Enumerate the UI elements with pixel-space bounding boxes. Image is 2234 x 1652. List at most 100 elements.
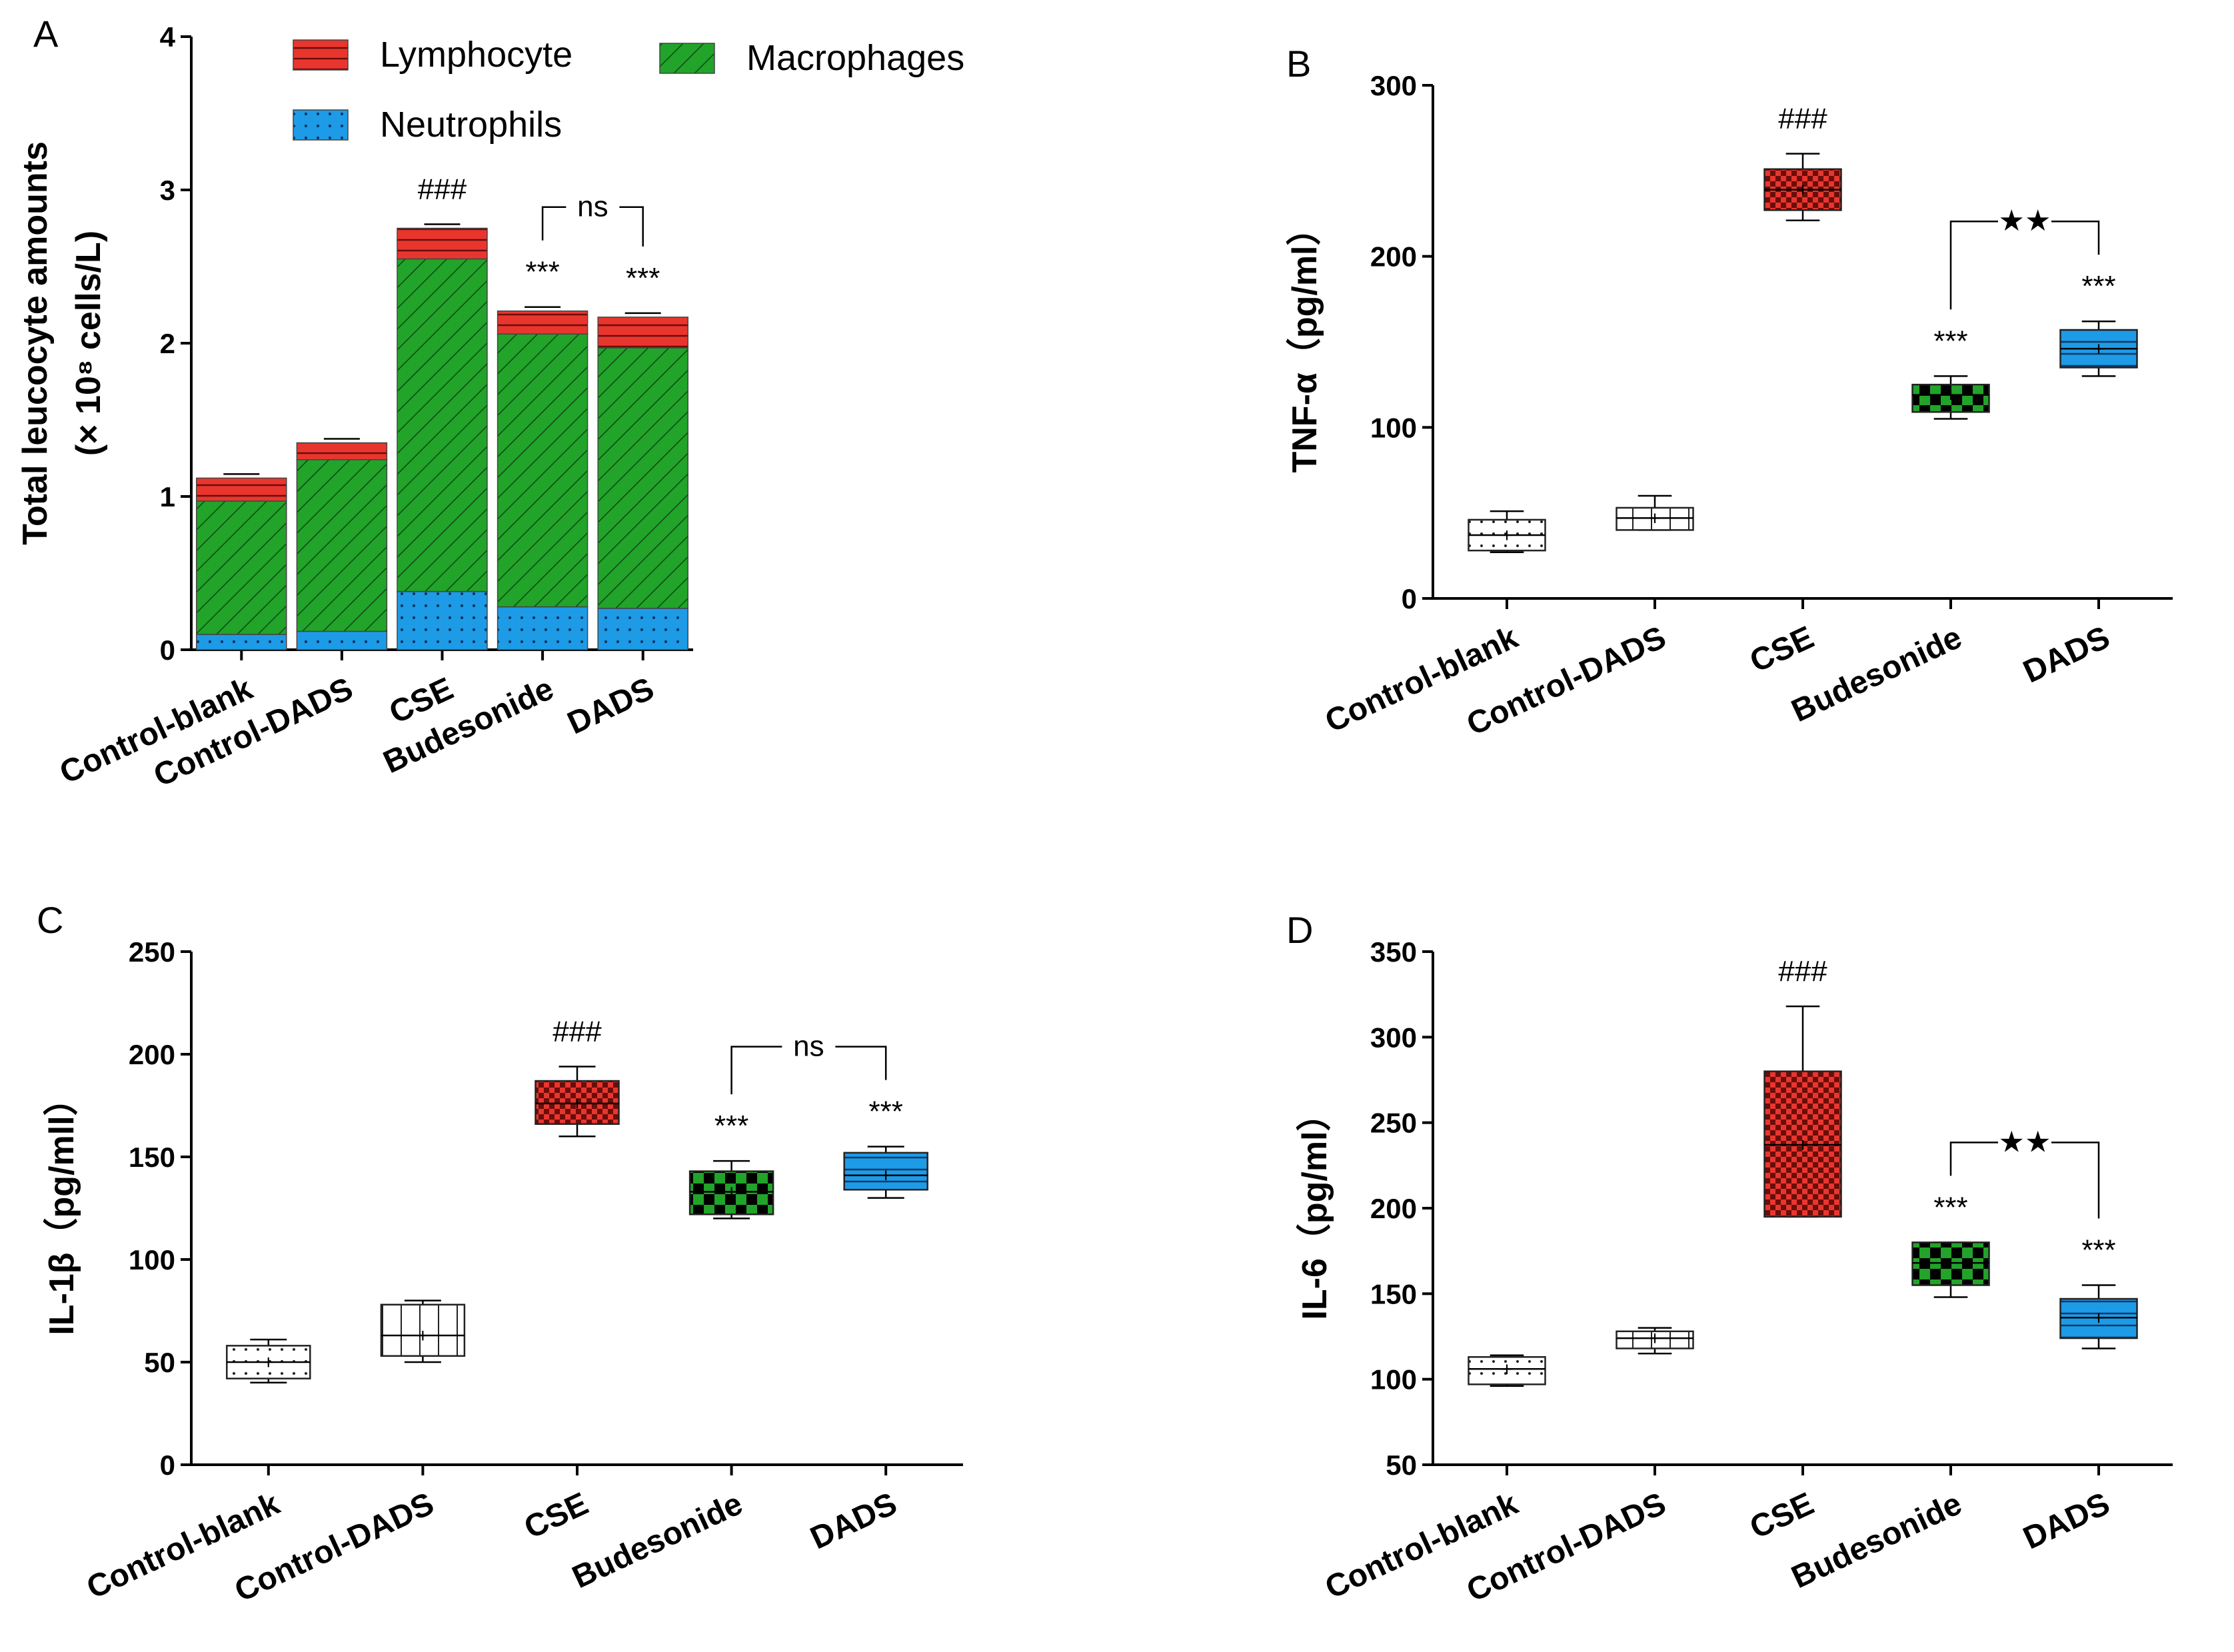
mean-marker: + bbox=[1797, 1134, 1809, 1156]
box bbox=[843, 1152, 928, 1191]
x-tick-label: Budesonide bbox=[1786, 1486, 1967, 1595]
bar-macrophages bbox=[597, 347, 688, 609]
significance-label: *** bbox=[2081, 270, 2115, 303]
mean-marker: + bbox=[2093, 1307, 2105, 1329]
significance-label: ### bbox=[553, 1015, 602, 1048]
significance-label: *** bbox=[869, 1096, 903, 1128]
panel-label: D bbox=[1286, 909, 1313, 951]
significance-label: *** bbox=[1933, 325, 1967, 357]
comparison-bracket: ★★ bbox=[1949, 1126, 2100, 1219]
bracket-label: ns bbox=[793, 1030, 824, 1063]
x-tick-label: DADS bbox=[805, 1486, 902, 1557]
comparison-bracket: ns bbox=[730, 1030, 887, 1095]
bar-neutrophils bbox=[397, 590, 488, 650]
y-axis-title: Total leucocyte amounts bbox=[16, 141, 55, 545]
box bbox=[1468, 1356, 1546, 1385]
y-tick-label: 100 bbox=[129, 1244, 175, 1275]
box bbox=[1911, 1241, 1990, 1286]
bar-macrophages bbox=[296, 459, 388, 632]
y-tick-label: 300 bbox=[1370, 70, 1417, 101]
y-tick-label: 50 bbox=[1386, 1449, 1417, 1481]
bar-macrophages bbox=[497, 333, 588, 608]
mean-marker: + bbox=[1797, 179, 1809, 201]
panel-label: C bbox=[37, 899, 63, 941]
x-tick-label: Budesonide bbox=[567, 1486, 748, 1595]
legend: Lymphocyte Macrophages Neutrophils bbox=[293, 35, 964, 145]
y-tick-label: 50 bbox=[144, 1347, 175, 1378]
y-tick-label: 100 bbox=[1370, 412, 1417, 443]
legend-swatch bbox=[659, 43, 715, 74]
bracket-label-bg bbox=[1998, 205, 2051, 239]
mean-marker: + bbox=[571, 1093, 583, 1115]
box bbox=[688, 1170, 774, 1216]
y-tick-label: 2 bbox=[160, 328, 175, 359]
y-axis-title: IL-6（pg/ml） bbox=[1296, 1096, 1334, 1319]
y-tick-label: 200 bbox=[1370, 1193, 1417, 1224]
legend-label: Lymphocyte bbox=[380, 35, 572, 75]
bracket-label-bg bbox=[1998, 1126, 2051, 1160]
legend-swatch bbox=[293, 109, 349, 141]
box bbox=[380, 1303, 466, 1357]
panel-d: D50100150200250300350Control-blankContro… bbox=[1286, 909, 2173, 1609]
mean-marker: + bbox=[1649, 1327, 1661, 1349]
mean-marker: + bbox=[417, 1325, 429, 1347]
significance-label: *** bbox=[2081, 1234, 2115, 1267]
significance-label: ### bbox=[1778, 955, 1827, 988]
y-tick-label: 200 bbox=[129, 1039, 175, 1070]
bracket-label: ★★ bbox=[1999, 205, 2051, 237]
y-tick-label: 3 bbox=[160, 175, 175, 206]
y-tick-label: 150 bbox=[1370, 1278, 1417, 1309]
significance-label: *** bbox=[525, 256, 559, 289]
x-tick-label: CSE bbox=[1745, 1486, 1819, 1546]
x-tick-label: Budesonide bbox=[1786, 620, 1967, 729]
panel-label: B bbox=[1286, 43, 1311, 85]
significance-label: *** bbox=[626, 262, 660, 295]
box bbox=[1616, 506, 1694, 531]
bracket-label: ns bbox=[577, 191, 608, 223]
box bbox=[1911, 383, 1990, 413]
y-tick-label: 150 bbox=[129, 1142, 175, 1173]
bracket-label-bg bbox=[566, 190, 620, 224]
legend-swatch bbox=[293, 39, 349, 71]
legend-label: Macrophages bbox=[746, 38, 964, 78]
comparison-bracket: ns bbox=[541, 190, 644, 247]
box bbox=[2059, 1297, 2138, 1339]
x-tick-label: CSE bbox=[1745, 620, 1819, 680]
bar-lymphocyte bbox=[397, 227, 488, 260]
panel-c: C050100150200250Control-blankControl-DAD… bbox=[37, 899, 963, 1609]
bar-neutrophils bbox=[497, 606, 588, 650]
bar-lymphocyte bbox=[296, 442, 388, 460]
panel-label: A bbox=[33, 13, 59, 55]
x-tick-label: DADS bbox=[2018, 1486, 2115, 1557]
mean-marker: + bbox=[880, 1165, 892, 1187]
y-tick-label: 250 bbox=[1370, 1108, 1417, 1139]
bar-neutrophils bbox=[597, 608, 688, 650]
y-tick-label: 300 bbox=[1370, 1022, 1417, 1053]
y-tick-label: 4 bbox=[160, 21, 176, 53]
mean-marker: + bbox=[2093, 338, 2105, 360]
y-tick-label: 250 bbox=[129, 936, 175, 968]
bar-neutrophils bbox=[296, 630, 388, 650]
bar-neutrophils bbox=[196, 634, 287, 650]
mean-marker: + bbox=[1501, 1358, 1513, 1380]
x-tick-label: DADS bbox=[2018, 620, 2115, 690]
y-axis-title: TNF-α（pg/ml） bbox=[1286, 211, 1324, 472]
box bbox=[1616, 1330, 1694, 1349]
mean-marker: + bbox=[1945, 1252, 1957, 1274]
legend-label: Neutrophils bbox=[380, 105, 562, 145]
bracket-label: ★★ bbox=[1999, 1126, 2051, 1158]
y-tick-label: 200 bbox=[1370, 241, 1417, 273]
significance-label: ### bbox=[418, 173, 467, 206]
bar-macrophages bbox=[397, 258, 488, 592]
y-axis-title-units: (× 10⁸ cells/L) bbox=[69, 231, 108, 456]
y-tick-label: 0 bbox=[1402, 583, 1417, 614]
y-tick-label: 0 bbox=[160, 634, 175, 666]
significance-label: *** bbox=[714, 1110, 748, 1142]
x-tick-label: DADS bbox=[562, 671, 660, 742]
significance-label: *** bbox=[1933, 1191, 1967, 1224]
y-axis-title: IL-1β（pg/mll） bbox=[43, 1081, 81, 1335]
significance-label: ### bbox=[1778, 103, 1827, 135]
